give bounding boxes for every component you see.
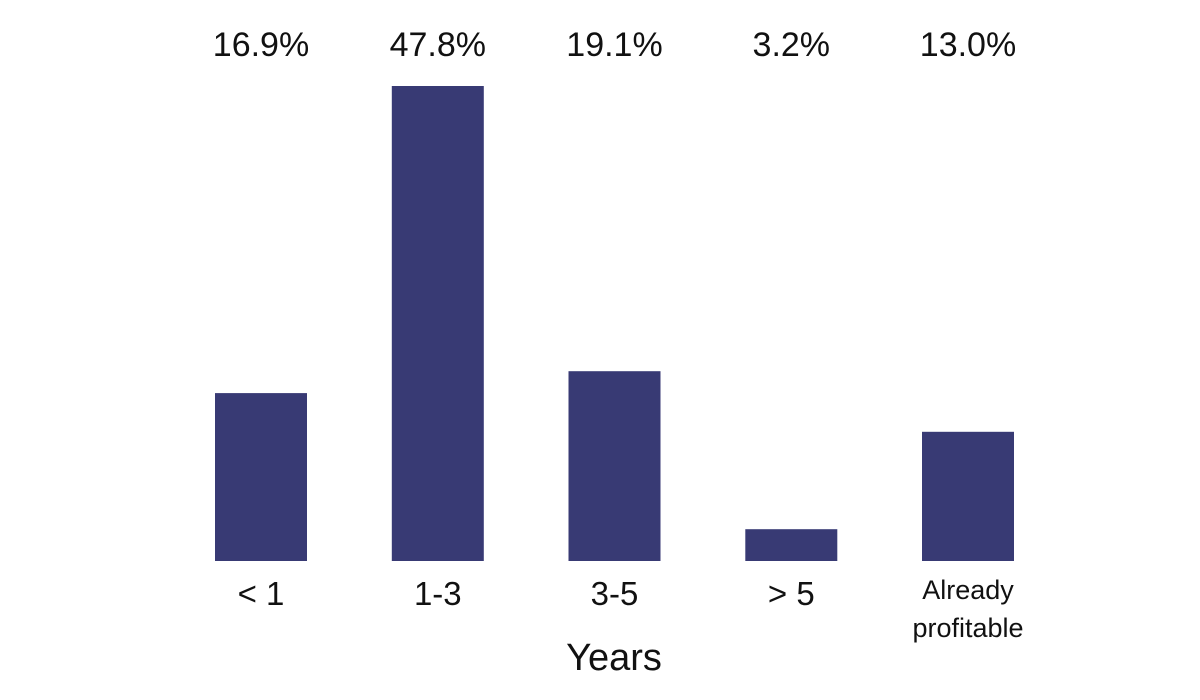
category-label-5-line-1: Already [922, 575, 1014, 605]
bar-3 [568, 371, 661, 561]
category-labels-group: < 1 1-3 3-5 > 5 Already profitable [238, 575, 1024, 643]
x-axis-title: Years [566, 637, 662, 679]
bar-4 [745, 529, 838, 561]
bars-group [215, 86, 1014, 561]
category-label-5: Already profitable [912, 575, 1023, 643]
category-label-3: 3-5 [591, 575, 639, 612]
value-labels-group: 16.9% 47.8% 19.1% 3.2% 13.0% [213, 26, 1016, 64]
value-label-5: 13.0% [920, 26, 1016, 64]
value-label-2: 47.8% [390, 26, 486, 64]
bar-1 [215, 393, 307, 561]
category-label-5-line-2: profitable [912, 613, 1023, 643]
category-label-4: > 5 [768, 575, 815, 612]
value-label-3: 19.1% [566, 26, 662, 64]
category-label-1: < 1 [238, 575, 285, 612]
bar-5 [922, 431, 1014, 561]
bar-2 [391, 86, 484, 561]
value-label-1: 16.9% [213, 26, 309, 64]
value-label-4: 3.2% [753, 26, 831, 64]
category-label-2: 1-3 [414, 575, 462, 612]
